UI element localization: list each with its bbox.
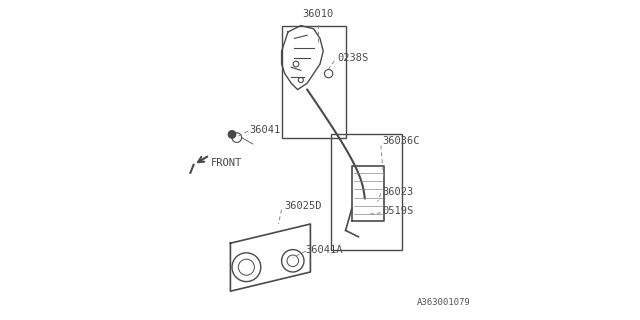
- Text: 36041A: 36041A: [306, 244, 343, 255]
- Text: 36010: 36010: [303, 9, 334, 19]
- Text: 0238S: 0238S: [338, 52, 369, 63]
- Text: 36025D: 36025D: [285, 201, 323, 212]
- Text: 36036C: 36036C: [383, 136, 420, 146]
- Bar: [282, 26, 346, 138]
- Text: 0519S: 0519S: [383, 206, 413, 216]
- Text: 36023: 36023: [383, 187, 413, 197]
- Text: 36041: 36041: [250, 124, 281, 135]
- Circle shape: [228, 131, 236, 138]
- Text: FRONT: FRONT: [211, 158, 243, 168]
- Bar: [332, 134, 402, 250]
- Text: A363001079: A363001079: [417, 298, 470, 307]
